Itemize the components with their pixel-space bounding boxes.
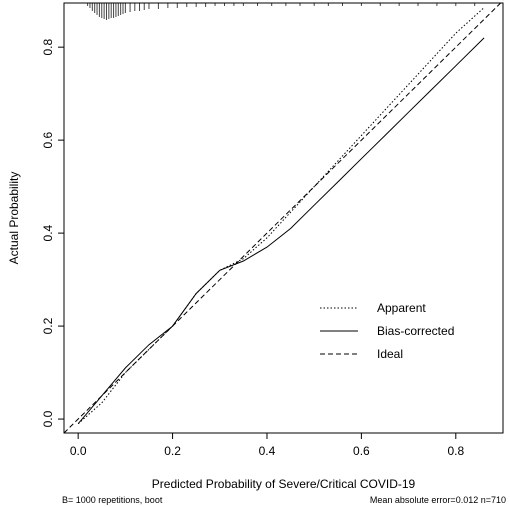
series-lines bbox=[63, 0, 504, 434]
y-tick-label-0: 0.0 bbox=[41, 410, 55, 427]
legend-label-0: Apparent bbox=[377, 301, 426, 315]
footer-error: Mean absolute error=0.012 n=710 bbox=[370, 495, 506, 505]
y-axis-label: Actual Probability bbox=[7, 172, 21, 265]
legend: Apparent Bias-corrected Ideal bbox=[320, 301, 454, 361]
x-axis: 0.0 0.2 0.4 0.6 0.8 bbox=[70, 433, 464, 458]
footer-repetitions: B= 1000 repetitions, boot bbox=[62, 495, 163, 505]
y-axis: 0.0 0.2 0.4 0.6 0.8 bbox=[41, 38, 64, 427]
y-tick-label-2: 0.4 bbox=[41, 224, 55, 241]
legend-label-2: Ideal bbox=[377, 347, 403, 361]
series-line-ideal bbox=[63, 0, 504, 434]
x-tick-label-0: 0.0 bbox=[70, 444, 87, 458]
x-tick-label-3: 0.6 bbox=[353, 444, 370, 458]
rug-marks bbox=[87, 3, 476, 20]
legend-label-1: Bias-corrected bbox=[377, 324, 454, 338]
series-line-bias-corrected bbox=[77, 37, 485, 425]
y-tick-label-1: 0.2 bbox=[41, 317, 55, 334]
x-tick-label-4: 0.8 bbox=[447, 444, 464, 458]
x-tick-label-1: 0.2 bbox=[164, 444, 181, 458]
y-tick-label-4: 0.8 bbox=[41, 38, 55, 55]
x-tick-label-2: 0.4 bbox=[259, 444, 276, 458]
plot-frame bbox=[63, 2, 504, 434]
x-axis-label: Predicted Probability of Severe/Critical… bbox=[152, 477, 416, 491]
series-line-apparent bbox=[77, 7, 485, 425]
y-tick-label-3: 0.6 bbox=[41, 131, 55, 148]
